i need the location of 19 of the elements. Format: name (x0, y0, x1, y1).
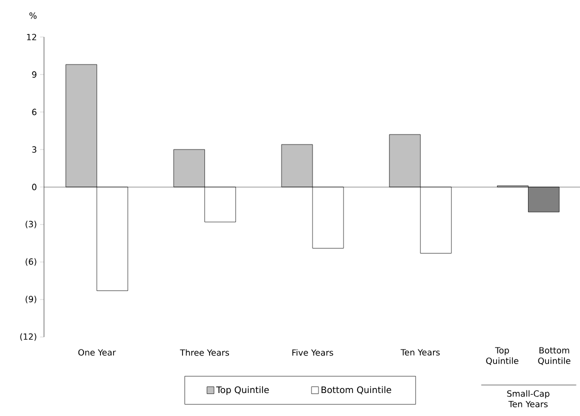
text: Top Quintile (486, 347, 518, 365)
y-tick-label: (12) (20, 333, 36, 341)
y-tick-label: 9 (32, 71, 36, 78)
legend-label: Top Quintile (216, 386, 269, 395)
y-tick-label: (3) (26, 220, 36, 228)
y-tick-label: 3 (32, 146, 36, 153)
x-tick-label: Five Years (292, 349, 334, 356)
x-tick-label: Ten Years (400, 349, 440, 356)
y-axis-title: % (29, 12, 37, 19)
y-tick-label: (6) (26, 258, 36, 266)
y-tick-label: 12 (27, 34, 36, 40)
text: Small-Cap Ten Years (507, 390, 550, 408)
y-tick-label: 6 (32, 108, 36, 116)
text: Bottom Quintile (538, 347, 570, 365)
legend-label: Bottom Quintile (322, 386, 392, 394)
x-tick-label: Three Years (180, 349, 230, 356)
y-tick-label: 0 (32, 184, 36, 190)
y-tick-label: (9) (26, 296, 36, 304)
x-tick-label: One Year (78, 349, 116, 356)
